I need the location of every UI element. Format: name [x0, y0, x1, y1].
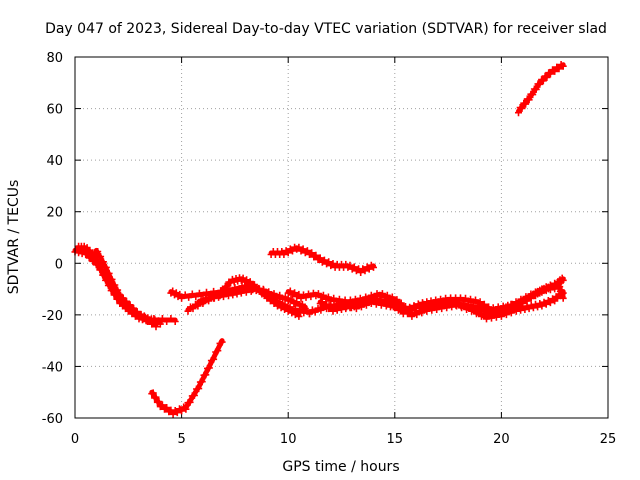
series-arc-g: [195, 284, 309, 313]
series-markers: [316, 281, 567, 318]
y-tick-label: -20: [42, 309, 63, 324]
x-tick-label: 20: [493, 432, 510, 447]
series-arc-k: [316, 281, 567, 318]
series-arc-d: [148, 338, 226, 418]
series-arc-b: [73, 242, 179, 325]
series-markers: [267, 243, 377, 276]
data-series: [71, 61, 567, 418]
y-tick-label: 20: [46, 206, 63, 221]
y-tick-label: 60: [46, 103, 63, 118]
plot-frame: [74, 56, 609, 419]
y-tick-label: 0: [55, 257, 63, 272]
series-markers: [92, 248, 160, 331]
y-tick-label: 40: [46, 154, 63, 169]
x-axis-label: GPS time / hours: [282, 459, 399, 475]
series-markers: [195, 284, 309, 313]
series-arc-c: [92, 247, 160, 331]
series-markers: [73, 242, 179, 325]
series-arc-l: [515, 61, 567, 117]
x-tick-label: 0: [71, 432, 79, 447]
x-tick-label: 15: [387, 432, 404, 447]
y-tick-label: 80: [46, 51, 63, 66]
grid: [75, 57, 608, 418]
series-markers: [515, 61, 567, 117]
chart-title: Day 047 of 2023, Sidereal Day-to-day VTE…: [45, 21, 607, 37]
y-tick-label: -60: [42, 412, 63, 427]
ticks: 0 5 10 15 20 25 -60 -40 -20 0 20 40 60 80: [42, 51, 617, 447]
x-tick-label: 25: [600, 432, 617, 447]
x-tick-label: 10: [280, 432, 297, 447]
series-line: [72, 247, 163, 326]
y-tick-label: -40: [42, 360, 63, 375]
x-tick-label: 5: [177, 432, 185, 447]
series-arc-h: [267, 243, 377, 276]
series-markers: [148, 338, 226, 418]
y-axis-label: SDTVAR / TECUs: [6, 180, 22, 295]
